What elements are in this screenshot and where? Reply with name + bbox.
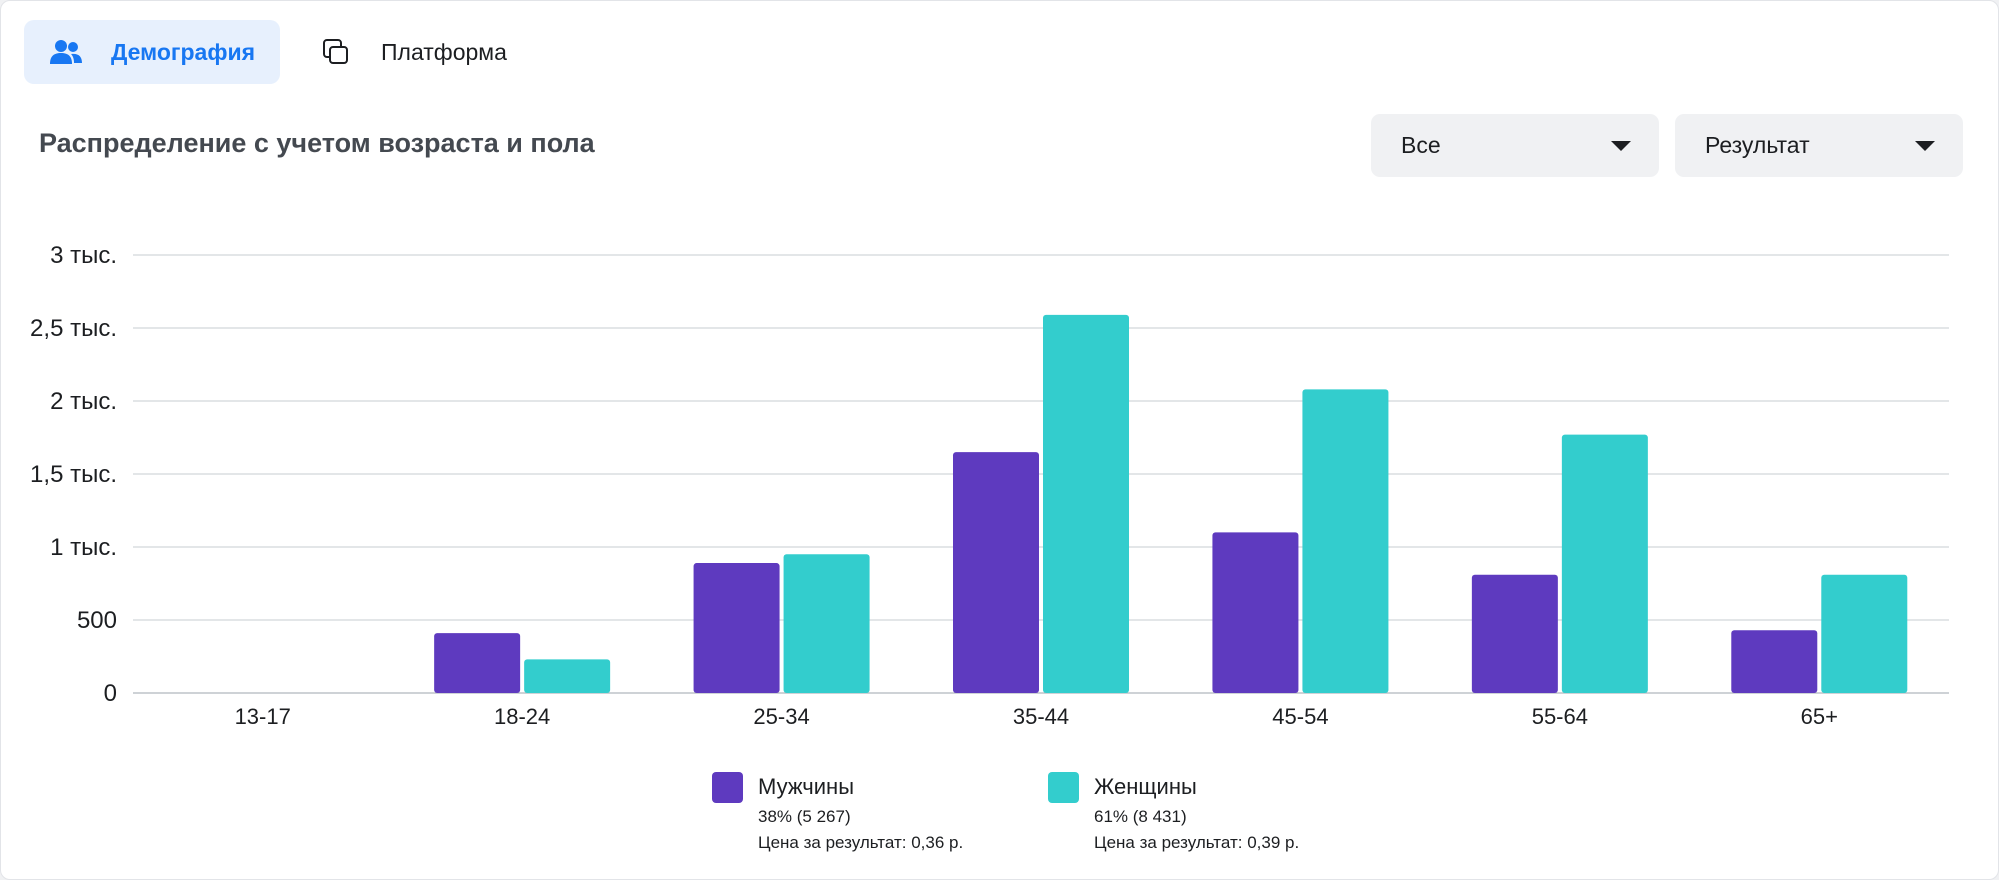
tab-platform[interactable]: Платформа	[301, 20, 551, 84]
legend-swatch-men	[712, 772, 743, 803]
bar-men	[1471, 574, 1558, 693]
bar-men	[953, 452, 1039, 693]
bar-men	[1731, 630, 1818, 693]
audience-dropdown[interactable]: Все	[1371, 114, 1659, 177]
y-tick-label: 2 тыс.	[50, 388, 117, 415]
bar-women	[1302, 389, 1389, 693]
x-tick-label: 45-54	[1272, 704, 1328, 729]
x-tick-label: 18-24	[494, 704, 550, 729]
legend-cost-men: Цена за результат: 0,36 р.	[758, 833, 964, 852]
bar-men	[434, 633, 521, 693]
x-tick-label: 35-44	[1013, 704, 1069, 729]
bar-women	[1561, 434, 1648, 693]
people-icon	[49, 38, 83, 66]
legend-name-women: Женщины	[1094, 774, 1197, 799]
bar-women	[1821, 574, 1908, 693]
y-tick-label: 1,5 тыс.	[30, 461, 117, 488]
bar-women	[1043, 314, 1129, 693]
x-tick-label: 65+	[1801, 704, 1838, 729]
y-tick-label: 500	[77, 607, 117, 634]
audience-dropdown-value: Все	[1401, 132, 1441, 158]
bar-women	[783, 554, 870, 693]
y-tick-label: 3 тыс.	[50, 242, 117, 269]
x-tick-label: 55-64	[1532, 704, 1588, 729]
caret-down-icon	[1611, 140, 1631, 151]
bar-men	[1212, 532, 1299, 693]
age-gender-bar-chart: 0 500 1 тыс. 1,5 тыс. 2 тыс. 2,5 тыс. 3 тыс. 13…	[30, 242, 1949, 729]
bar-men	[693, 563, 780, 693]
platform-icon	[321, 37, 351, 67]
y-tick-label: 1 тыс.	[50, 534, 117, 561]
y-tick-label: 2,5 тыс.	[30, 315, 117, 342]
tab-demography[interactable]: Демография	[24, 20, 280, 84]
legend-name-men: Мужчины	[758, 774, 855, 799]
caret-down-icon	[1915, 140, 1935, 151]
y-tick-label: 0	[104, 680, 117, 707]
metric-dropdown[interactable]: Результат	[1675, 114, 1963, 177]
legend-share-men: 38% (5 267)	[758, 807, 851, 826]
x-tick-label: 25-34	[753, 704, 809, 729]
legend-cost-women: Цена за результат: 0,39 р.	[1094, 833, 1300, 852]
tab-platform-label: Платформа	[381, 38, 507, 65]
section-title: Распределение с учетом возраста и пола	[39, 128, 595, 158]
legend-swatch-women	[1048, 772, 1079, 803]
bar-women	[524, 659, 611, 693]
tab-demography-label: Демография	[111, 38, 256, 65]
metric-dropdown-value: Результат	[1705, 132, 1810, 158]
x-tick-label: 13-17	[235, 704, 291, 729]
legend-share-women: 61% (8 431)	[1094, 807, 1187, 826]
